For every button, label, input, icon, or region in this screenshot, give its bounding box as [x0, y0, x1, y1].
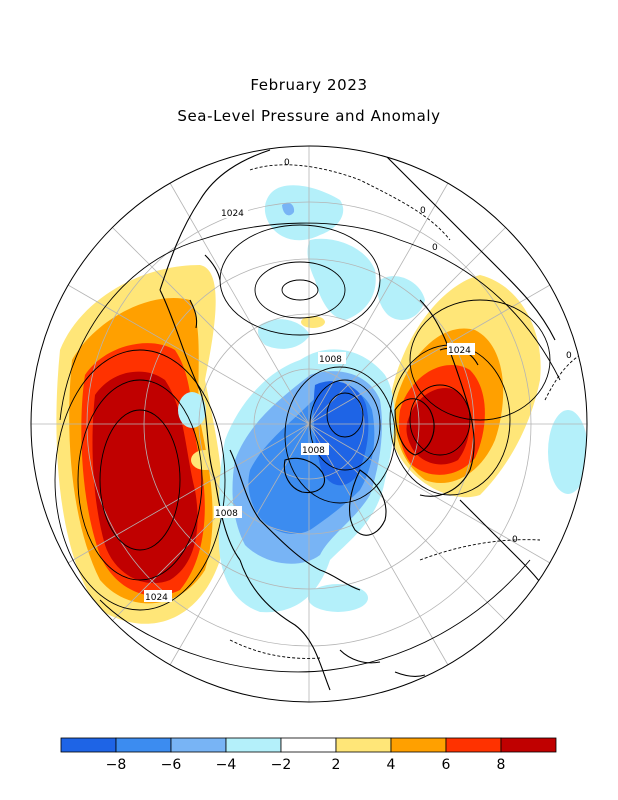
pressure-contours — [54, 164, 581, 673]
contour-siberian-3 — [219, 224, 381, 336]
contour-aleutian-3 — [54, 349, 226, 611]
contour-icelandic-3 — [284, 366, 396, 504]
colorbar-swatch — [60, 737, 117, 753]
contour-dashed-3 — [229, 639, 321, 659]
colorbar-tick-label: −6 — [161, 757, 182, 773]
coast-scandinavia — [394, 398, 435, 456]
contour-euro-high-1 — [409, 384, 471, 456]
colorbar-swatch — [500, 737, 557, 753]
anomaly-neg-8 — [313, 381, 369, 486]
contour-outer-1 — [59, 222, 561, 421]
colorbar-tick-label: −2 — [271, 757, 292, 773]
coast-north-america — [229, 449, 361, 691]
contour-label: 0 — [566, 351, 572, 361]
colorbar-tick-label: 2 — [332, 757, 341, 773]
colorbar-tick-label: 6 — [442, 757, 451, 773]
coast-asia-east — [159, 149, 271, 561]
coast-japan — [189, 254, 221, 329]
colorbar-tick-label: 8 — [497, 757, 506, 773]
colorbar-tick-label: −8 — [106, 757, 127, 773]
contour-dashed-2 — [419, 539, 541, 561]
anomaly-neg-atlantic — [308, 584, 368, 612]
figure-title: February 2023 — [250, 76, 368, 94]
contour-label: 0 — [432, 243, 438, 253]
contour-aleutian-1 — [99, 409, 181, 551]
coast-greenland — [349, 469, 387, 536]
colorbar-swatch — [335, 737, 392, 753]
anomaly-pos-eurasia-max — [406, 387, 470, 465]
colorbar: −8 −6 −4 −2 2 4 6 8 — [60, 737, 557, 773]
anomaly-pos-pacific-max — [92, 371, 198, 584]
colorbar-swatch — [445, 737, 502, 753]
coast-africa — [459, 499, 566, 621]
contour-dashed-4 — [544, 354, 581, 401]
anomaly-neg-asia — [548, 410, 587, 494]
contour-label: 0 — [512, 535, 518, 545]
contour-aleutian-2 — [77, 379, 203, 581]
contour-icelandic-2 — [309, 379, 381, 471]
contour-label: 1008 — [215, 509, 238, 519]
colorbar-swatch — [115, 737, 172, 753]
colorbar-tick-label: 4 — [387, 757, 396, 773]
coast-caribbean — [339, 649, 426, 677]
contour-asia-high — [409, 299, 551, 421]
contour-siberian-2 — [254, 261, 346, 319]
contour-outer-2 — [99, 559, 531, 673]
contour-label: 1008 — [319, 355, 342, 365]
colorbar-swatch — [170, 737, 227, 753]
anomaly-neg-north-1 — [264, 185, 344, 241]
contour-label: 0 — [420, 206, 426, 216]
anomaly-neg-north-1b — [282, 202, 295, 216]
anomaly-pos-small-2 — [301, 316, 325, 328]
anomaly-neg-north-3 — [377, 276, 425, 320]
graticule — [31, 146, 587, 702]
contour-icelandic-1 — [326, 392, 364, 438]
figure-subtitle: Sea-Level Pressure and Anomaly — [177, 107, 441, 125]
contour-label: 0 — [284, 158, 290, 168]
colorbar-swatch — [390, 737, 447, 753]
contour-dashed-1 — [249, 164, 451, 241]
contour-label: 1024 — [448, 346, 471, 356]
colorbar-swatch — [280, 737, 337, 753]
colorbar-swatch — [225, 737, 282, 753]
map-border — [30, 145, 588, 703]
contour-label: 1024 — [221, 209, 244, 219]
coast-asia-north — [379, 149, 556, 341]
contour-label: 1024 — [145, 593, 168, 603]
colorbar-tick-label: −4 — [216, 757, 237, 773]
contour-siberian-1 — [281, 279, 319, 301]
coast-arctic-islands — [283, 457, 326, 494]
contour-label: 1008 — [302, 446, 325, 456]
